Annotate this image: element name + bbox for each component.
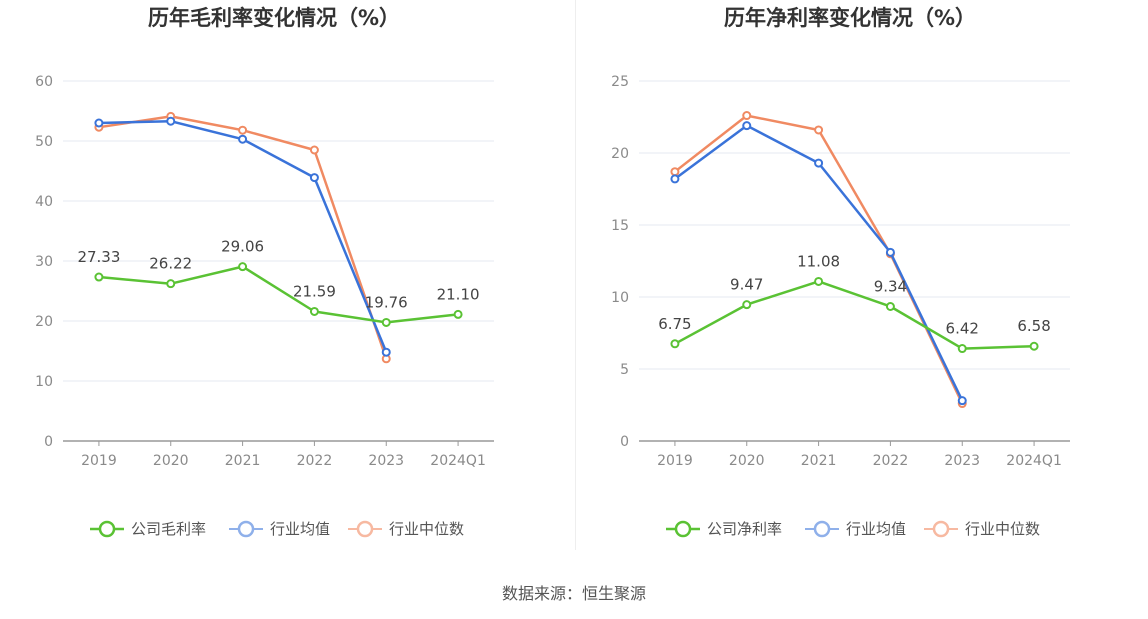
net-data-point <box>814 158 824 168</box>
net-y-tick-label: 15 <box>611 218 629 234</box>
net-x-tick-label: 2021 <box>801 453 837 469</box>
net-y-tick-label: 0 <box>620 434 629 450</box>
net-data-point <box>670 167 680 177</box>
gross-data-point <box>94 272 104 282</box>
net-data-point <box>885 302 895 312</box>
net-data-point <box>742 111 752 121</box>
net-data-label: 6.42 <box>946 320 979 338</box>
net-chart-title: 历年净利率变化情况（%） <box>724 6 976 30</box>
gross-data-point <box>166 279 176 289</box>
gross-legend-marker-2 <box>356 520 374 538</box>
gross-legend-label-2: 行业中位数 <box>389 520 464 538</box>
net-legend-marker-1 <box>813 520 831 538</box>
net-x-tick-label: 2020 <box>729 453 765 469</box>
net-y-tick-label: 10 <box>611 290 629 306</box>
gross-y-tick-label: 20 <box>35 314 53 330</box>
net-data-point <box>814 276 824 286</box>
gross-margin-chart: 历年毛利率变化情况（%） 0 10 20 30 40 50 60 2019 2020 2021 202… <box>0 0 574 560</box>
net-y-tick-label: 20 <box>611 146 629 162</box>
net-x-tick-label: 2023 <box>944 453 980 469</box>
net-legend-marker-0 <box>674 520 692 538</box>
gross-x-tick-label: 2021 <box>225 453 261 469</box>
net-data-point <box>670 174 680 184</box>
gross-data-point <box>309 306 319 316</box>
gross-x-tick-label: 2024Q1 <box>430 453 486 469</box>
net-data-point <box>742 121 752 131</box>
net-margin-chart-svg: 历年净利率变化情况（%） 0 5 10 15 20 25 2019 2020 2021 2022 20… <box>611 6 1070 538</box>
gross-margin-chart-svg: 历年毛利率变化情况（%） 0 10 20 30 40 50 60 2019 2020 2021 202… <box>35 6 494 538</box>
gross-data-label: 26.22 <box>149 255 192 273</box>
net-data-point <box>670 339 680 349</box>
gross-y-tick-label: 30 <box>35 254 53 270</box>
gross-series-line-0 <box>98 265 459 324</box>
gross-data-point <box>453 309 463 319</box>
gross-y-tick-label: 40 <box>35 194 53 210</box>
net-data-label: 6.75 <box>658 315 691 333</box>
gross-x-tick-label: 2022 <box>297 453 333 469</box>
gross-y-tick-label: 10 <box>35 374 53 390</box>
gross-data-point <box>238 262 248 272</box>
gross-data-label: 29.06 <box>221 238 264 256</box>
gross-data-point <box>309 145 319 155</box>
net-data-point <box>814 125 824 135</box>
net-data-label: 6.58 <box>1017 317 1050 335</box>
net-x-tick-label: 2019 <box>657 453 693 469</box>
net-legend-marker-2 <box>932 520 950 538</box>
gross-data-point <box>381 347 391 357</box>
gross-x-tick-label: 2019 <box>81 453 117 469</box>
net-data-label: 11.08 <box>797 252 840 270</box>
gross-data-point <box>166 116 176 126</box>
gross-y-tick-label: 50 <box>35 134 53 150</box>
gross-data-point <box>238 125 248 135</box>
data-source: 数据来源：恒生聚源 <box>501 584 646 603</box>
gross-y-tick-label: 60 <box>35 74 53 90</box>
net-x-tick-label: 2022 <box>873 453 909 469</box>
gross-x-tick-label: 2023 <box>368 453 404 469</box>
gross-legend-label-0: 公司毛利率 <box>131 520 206 538</box>
net-data-point <box>742 300 752 310</box>
gross-data-label: 21.10 <box>437 285 480 303</box>
net-data-point <box>957 396 967 406</box>
net-x-tick-label: 2024Q1 <box>1006 453 1062 469</box>
net-y-tick-label: 25 <box>611 74 629 90</box>
gross-chart-title: 历年毛利率变化情况（%） <box>148 6 400 30</box>
net-legend-label-1: 行业均值 <box>846 520 906 538</box>
gross-data-label: 19.76 <box>365 293 408 311</box>
net-data-point <box>1029 341 1039 351</box>
gross-legend-label-1: 行业均值 <box>270 520 330 538</box>
net-legend-label-0: 公司净利率 <box>707 520 782 538</box>
net-data-point <box>957 344 967 354</box>
gross-legend-marker-1 <box>237 520 255 538</box>
net-data-label: 9.34 <box>874 278 907 296</box>
net-y-tick-label: 5 <box>620 362 629 378</box>
net-margin-chart: 历年净利率变化情况（%） 0 5 10 15 20 25 2019 2020 2021 2022 20… <box>576 0 1148 560</box>
gross-data-point <box>238 134 248 144</box>
panel-divider <box>575 0 576 550</box>
gross-data-point <box>94 118 104 128</box>
gross-data-point <box>381 317 391 327</box>
gross-legend-marker-0 <box>98 520 116 538</box>
gross-data-point <box>309 173 319 183</box>
gross-y-tick-label: 0 <box>44 434 53 450</box>
gross-data-label: 21.59 <box>293 282 336 300</box>
net-series-line-0 <box>674 280 1035 350</box>
gross-data-label: 27.33 <box>77 248 120 266</box>
net-data-point <box>885 247 895 257</box>
gross-x-tick-label: 2020 <box>153 453 189 469</box>
net-data-label: 9.47 <box>730 276 763 294</box>
net-legend-label-2: 行业中位数 <box>965 520 1040 538</box>
